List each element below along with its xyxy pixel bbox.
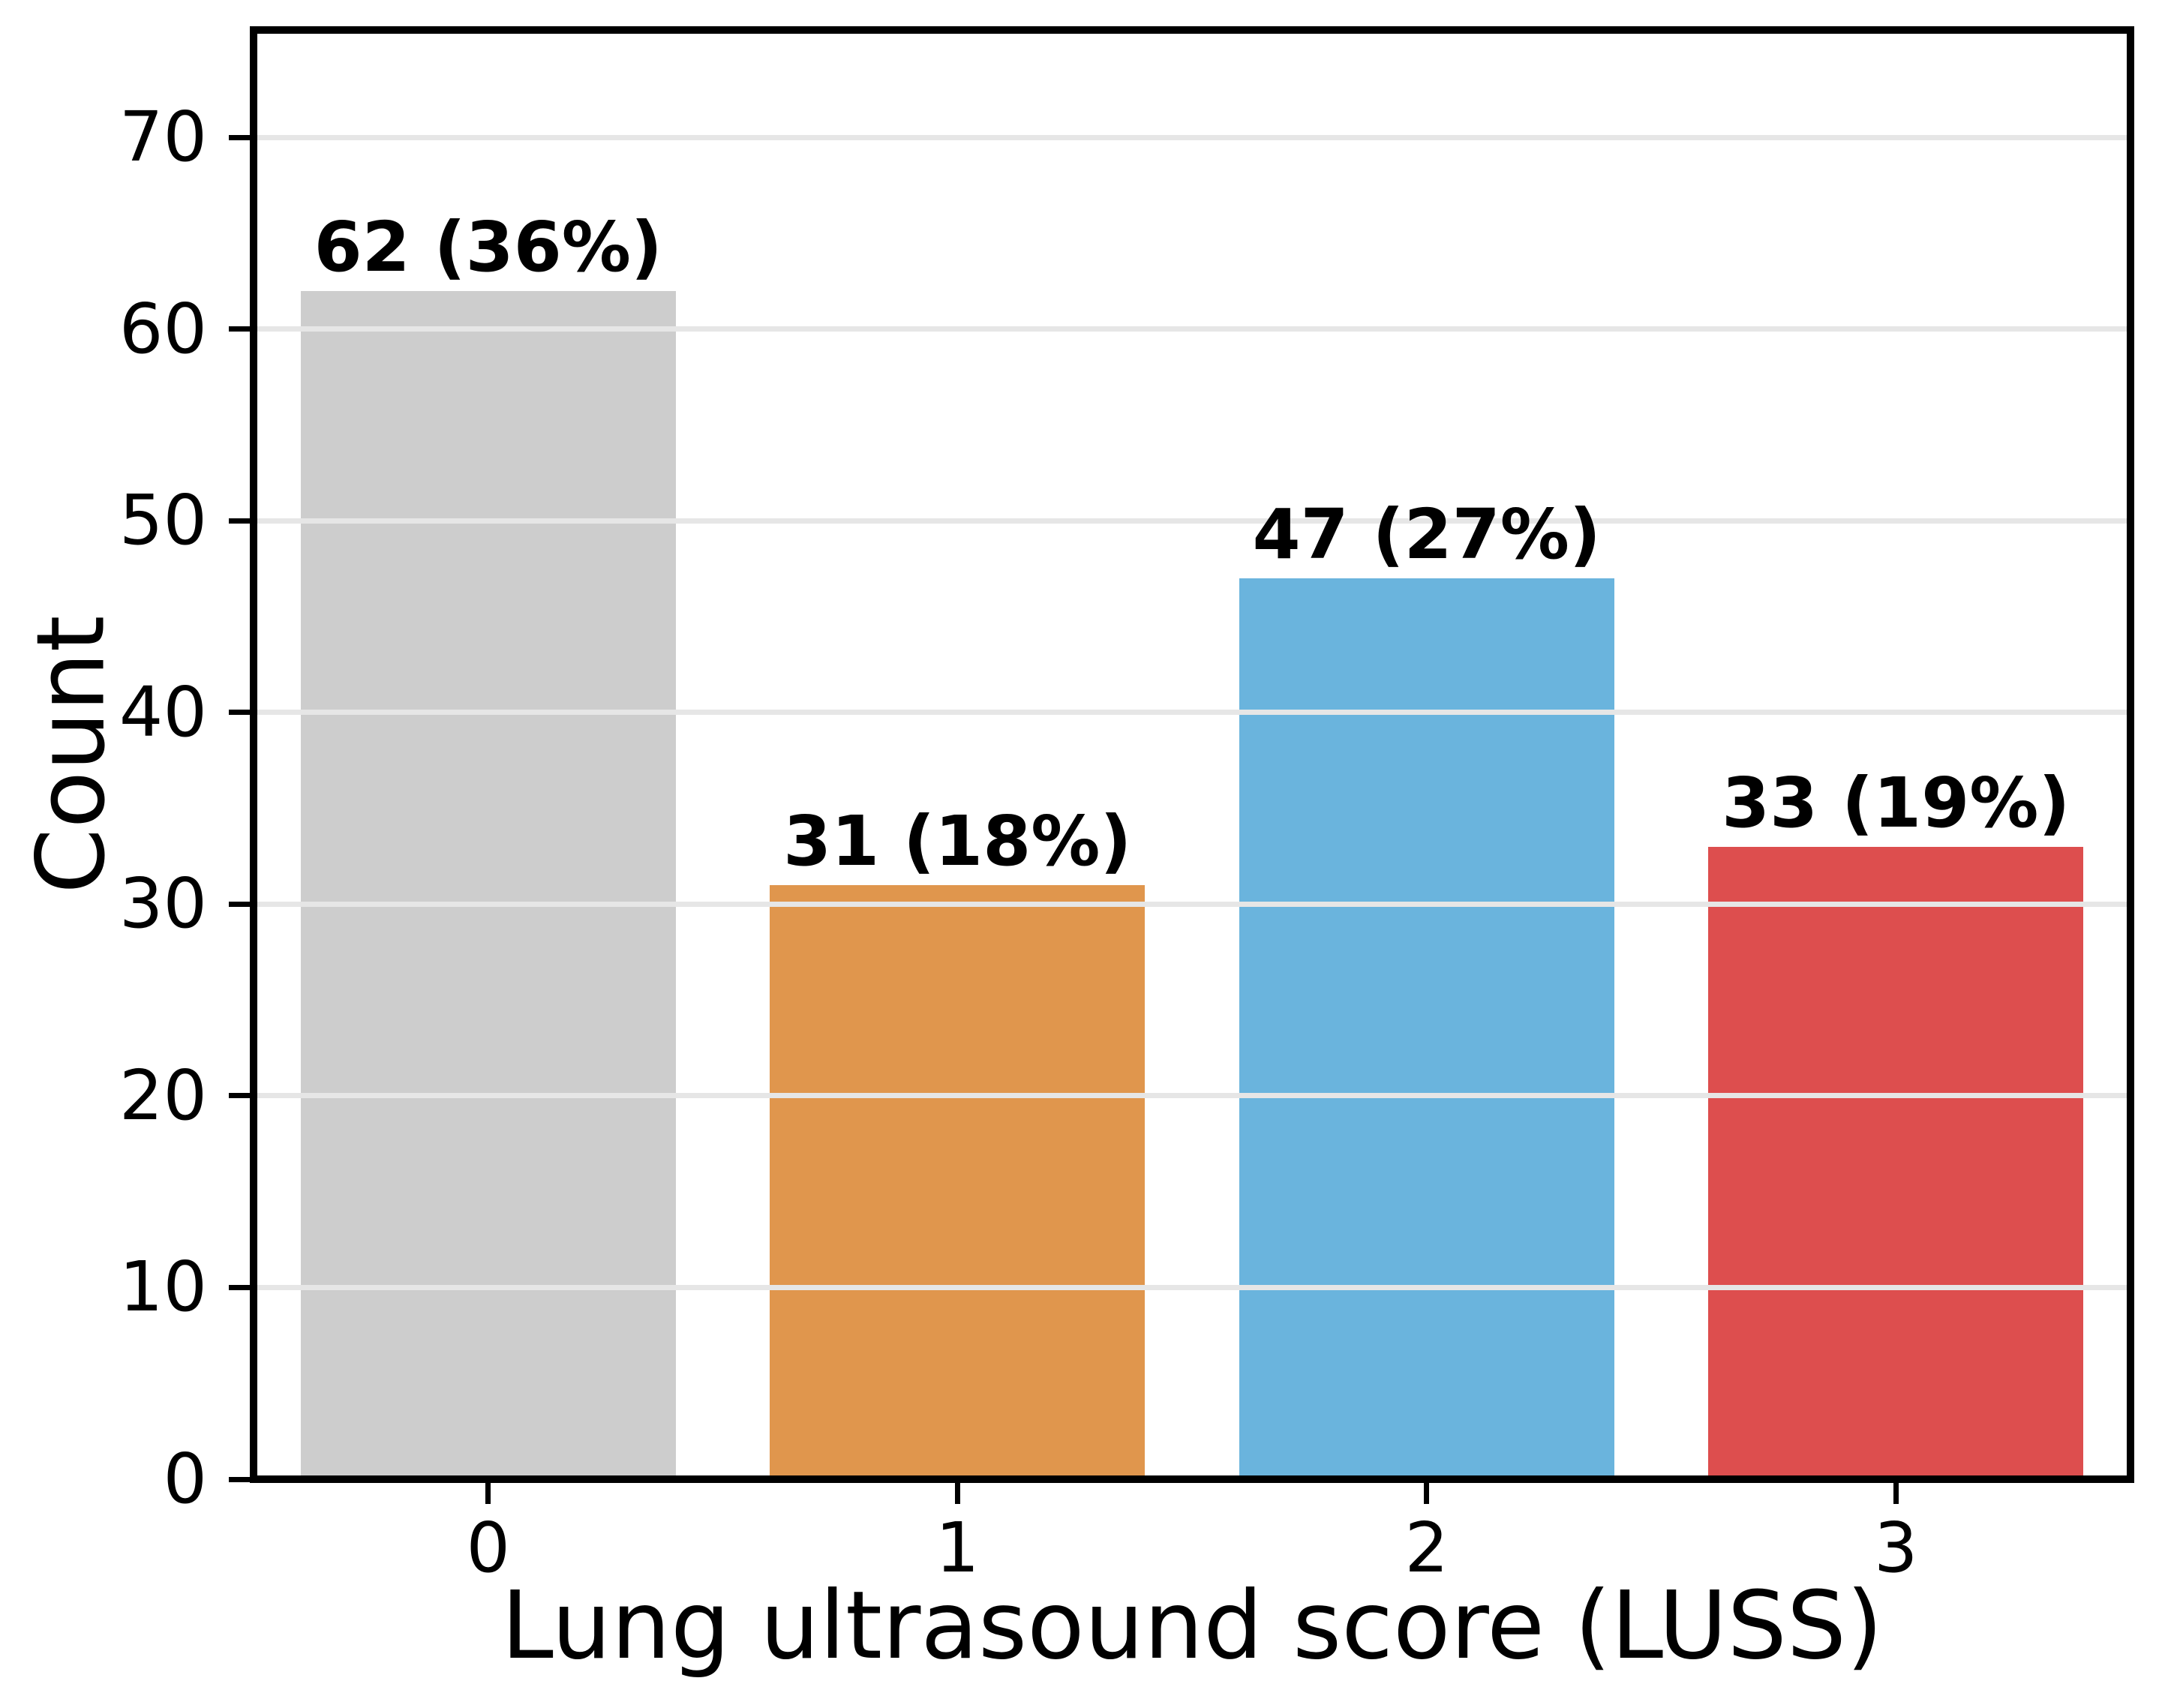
gridline-y-10 — [254, 1284, 2130, 1290]
y-tick-label-60: 60 — [119, 288, 207, 369]
x-tick-2 — [1424, 1483, 1430, 1504]
y-tick-0 — [229, 1476, 250, 1482]
y-tick-10 — [229, 1284, 250, 1290]
y-axis-label: Count — [17, 615, 126, 894]
x-tick-label-3: 3 — [1873, 1508, 1918, 1588]
y-tick-70 — [229, 134, 250, 140]
bar-value-label-0: 62 (36%) — [314, 206, 662, 287]
y-tick-label-70: 70 — [119, 97, 207, 178]
x-tick-3 — [1893, 1483, 1899, 1504]
y-tick-label-0: 0 — [163, 1439, 207, 1519]
bar-luss-3 — [1708, 846, 2084, 1479]
y-tick-50 — [229, 518, 250, 524]
y-tick-60 — [229, 326, 250, 332]
y-tick-label-20: 20 — [119, 1055, 207, 1136]
x-tick-label-1: 1 — [935, 1508, 980, 1588]
y-tick-label-50: 50 — [119, 480, 207, 561]
gridline-y-70 — [254, 134, 2130, 140]
x-tick-0 — [485, 1483, 491, 1504]
bar-value-label-3: 33 (19%) — [1722, 762, 2070, 843]
gridline-y-30 — [254, 901, 2130, 907]
gridline-y-50 — [254, 518, 2130, 524]
y-tick-label-40: 40 — [119, 671, 207, 752]
y-tick-label-30: 30 — [119, 863, 207, 944]
gridline-y-20 — [254, 1093, 2130, 1099]
gridline-y-40 — [254, 710, 2130, 716]
x-tick-1 — [954, 1483, 960, 1504]
gridline-y-60 — [254, 326, 2130, 332]
y-tick-40 — [229, 710, 250, 716]
x-tick-label-2: 2 — [1404, 1508, 1449, 1588]
bar-value-label-1: 31 (18%) — [783, 800, 1132, 881]
bar-luss-0 — [300, 290, 676, 1479]
y-tick-label-10: 10 — [119, 1247, 207, 1328]
y-tick-30 — [229, 901, 250, 907]
x-axis-label: Lung ultrasound score (LUSS) — [501, 1571, 1883, 1680]
bar-luss-2 — [1239, 578, 1614, 1479]
y-tick-20 — [229, 1093, 250, 1099]
x-tick-label-0: 0 — [466, 1508, 511, 1588]
bar-luss-1 — [770, 884, 1146, 1479]
bar-value-label-2: 47 (27%) — [1252, 494, 1601, 575]
